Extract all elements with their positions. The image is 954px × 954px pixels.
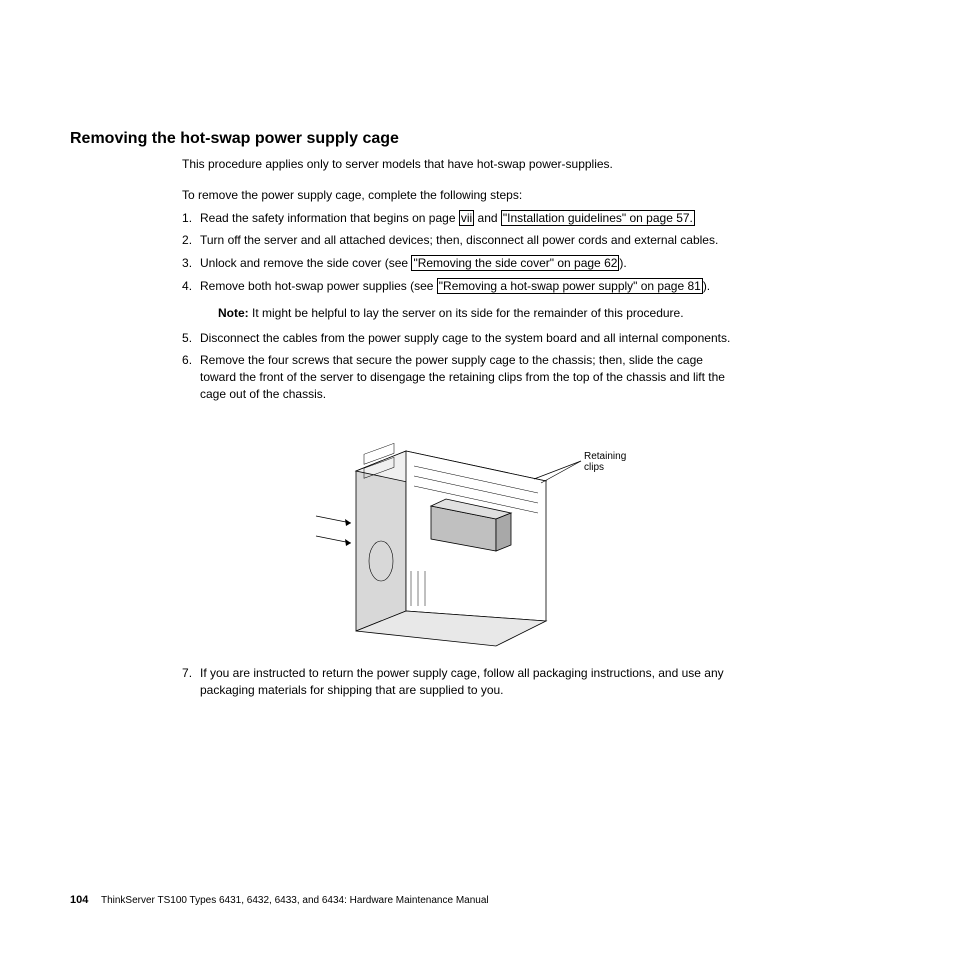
doc-title: ThinkServer TS100 Types 6431, 6432, 6433… bbox=[101, 895, 489, 906]
section-heading: Removing the hot-swap power supply cage bbox=[70, 130, 884, 148]
lead-in-text: To remove the power supply cage, complet… bbox=[182, 187, 732, 204]
note-label: Note: bbox=[218, 306, 249, 320]
step-1: Read the safety information that begins … bbox=[182, 210, 732, 227]
step-3: Unlock and remove the side cover (see "R… bbox=[182, 255, 732, 272]
document-page: Removing the hot-swap power supply cage … bbox=[0, 0, 954, 698]
step-6: Remove the four screws that secure the p… bbox=[182, 352, 732, 650]
step-list: Read the safety information that begins … bbox=[182, 210, 732, 699]
xref-link[interactable]: "Installation guidelines" on page 57. bbox=[501, 210, 695, 226]
step-text: Unlock and remove the side cover (see bbox=[200, 256, 411, 270]
xref-link[interactable]: vii bbox=[459, 210, 474, 226]
note-body: It might be helpful to lay the server on… bbox=[249, 306, 684, 320]
step-5: Disconnect the cables from the power sup… bbox=[182, 330, 732, 347]
step-2: Turn off the server and all attached dev… bbox=[182, 232, 732, 249]
note-block: Note: It might be helpful to lay the ser… bbox=[218, 305, 732, 322]
step-text: ). bbox=[703, 279, 710, 293]
step-text: Remove the four screws that secure the p… bbox=[200, 353, 725, 401]
step-text: If you are instructed to return the powe… bbox=[200, 666, 724, 697]
page-footer: 104 ThinkServer TS100 Types 6431, 6432, … bbox=[70, 894, 489, 906]
step-text: Disconnect the cables from the power sup… bbox=[200, 331, 730, 345]
diagram-callout: Retaining bbox=[584, 451, 626, 462]
step-7: If you are instructed to return the powe… bbox=[182, 665, 732, 699]
chassis-diagram: Retaining clips bbox=[296, 421, 636, 651]
xref-link[interactable]: "Removing the side cover" on page 62 bbox=[411, 255, 619, 271]
step-text: Remove both hot-swap power supplies (see bbox=[200, 279, 437, 293]
body-content: This procedure applies only to server mo… bbox=[182, 156, 732, 698]
step-4: Remove both hot-swap power supplies (see… bbox=[182, 278, 732, 322]
diagram-wrap: Retaining clips bbox=[200, 421, 732, 651]
page-number: 104 bbox=[70, 894, 88, 906]
diagram-callout: clips bbox=[584, 462, 604, 473]
intro-text: This procedure applies only to server mo… bbox=[182, 156, 732, 173]
step-text: ). bbox=[619, 256, 626, 270]
step-text: and bbox=[474, 211, 501, 225]
step-text: Turn off the server and all attached dev… bbox=[200, 233, 718, 247]
xref-link[interactable]: "Removing a hot-swap power supply" on pa… bbox=[437, 278, 703, 294]
step-text: Read the safety information that begins … bbox=[200, 211, 459, 225]
